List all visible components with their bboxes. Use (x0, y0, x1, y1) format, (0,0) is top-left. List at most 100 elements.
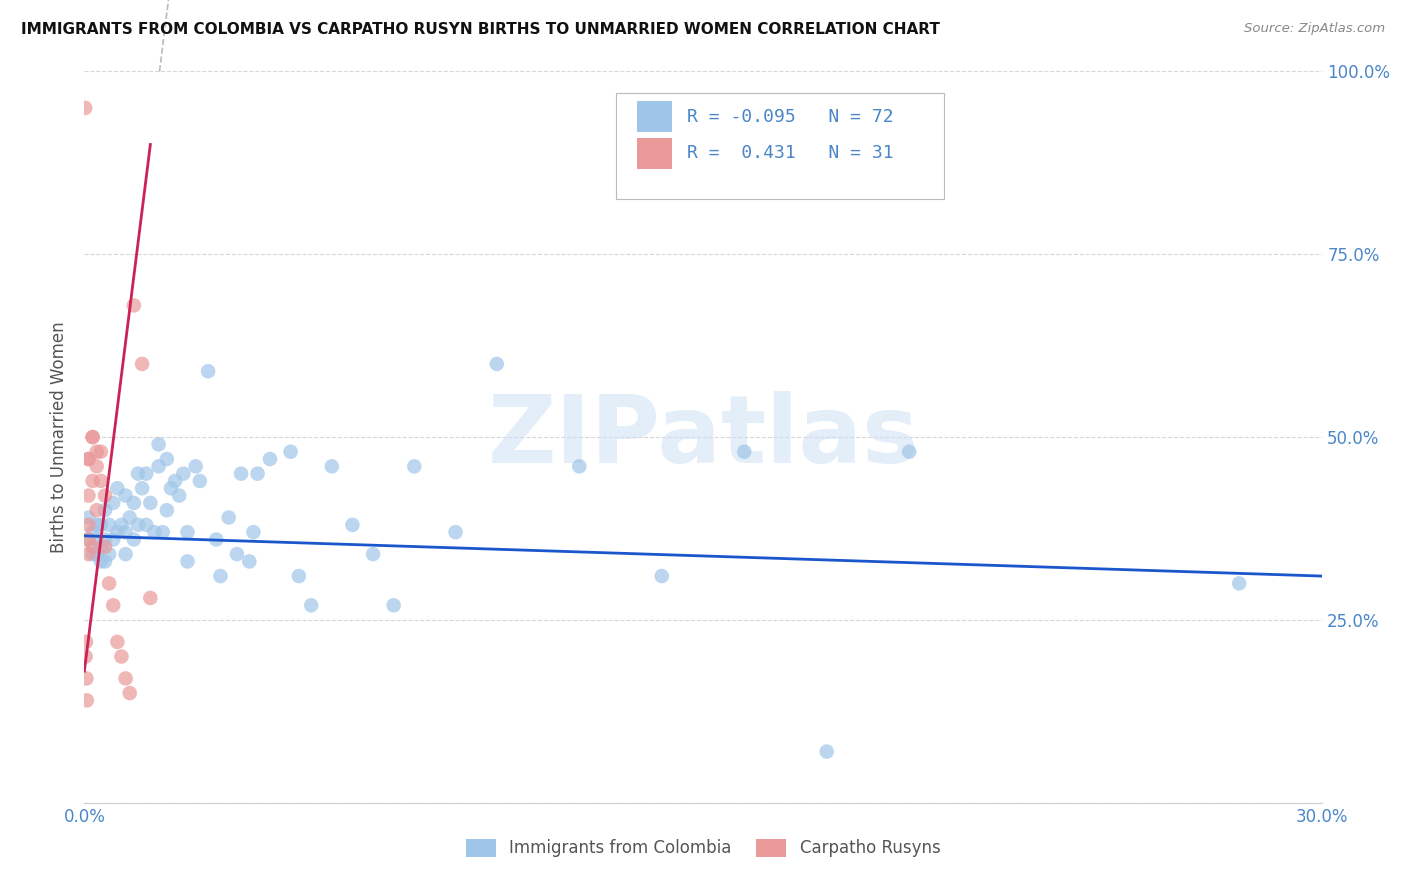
Legend: Immigrants from Colombia, Carpatho Rusyns: Immigrants from Colombia, Carpatho Rusyn… (458, 832, 948, 864)
Point (135, 467, 157, 481)
Point (404, 459, 426, 474)
Point (77, 489, 100, 503)
Point (86, 444, 108, 458)
Point (176, 525, 198, 540)
Point (82, 525, 104, 540)
Point (105, 635, 128, 649)
Point (156, 503, 179, 517)
Point (188, 474, 211, 488)
Point (218, 510, 240, 524)
Point (75, 635, 97, 649)
Point (242, 525, 264, 540)
Point (321, 459, 343, 474)
Point (86, 503, 108, 517)
Point (103, 599, 125, 613)
Point (898, 444, 921, 458)
Point (90, 554, 112, 568)
Point (135, 517, 157, 532)
Point (98, 517, 121, 532)
Point (568, 459, 591, 474)
Text: Source: ZipAtlas.com: Source: ZipAtlas.com (1244, 22, 1385, 36)
Point (118, 686, 141, 700)
Point (280, 444, 302, 458)
Point (167, 489, 190, 503)
Point (229, 467, 252, 481)
Point (114, 672, 136, 686)
Point (90, 444, 112, 458)
Text: R =  0.431   N = 31: R = 0.431 N = 31 (688, 145, 894, 162)
Point (444, 525, 467, 540)
Point (77, 533, 100, 547)
Point (209, 569, 232, 583)
Bar (637, 102, 672, 132)
Point (114, 525, 136, 540)
Point (160, 481, 183, 495)
Point (86, 517, 108, 532)
Text: ZIPatlas: ZIPatlas (488, 391, 918, 483)
Point (127, 517, 149, 532)
Point (94, 503, 117, 517)
Point (148, 459, 170, 474)
Point (299, 599, 322, 613)
Point (82, 430, 104, 444)
Point (139, 496, 162, 510)
Text: IMMIGRANTS FROM COLOMBIA VS CARPATHO RUSYN BIRTHS TO UNMARRIED WOMEN CORRELATION: IMMIGRANTS FROM COLOMBIA VS CARPATHO RUS… (21, 22, 941, 37)
Point (197, 364, 219, 378)
Point (131, 481, 153, 495)
Point (165, 474, 187, 488)
Point (77, 452, 100, 467)
Point (86, 533, 108, 547)
Point (105, 525, 128, 540)
Point (103, 496, 125, 510)
Point (86, 459, 108, 474)
Point (94, 554, 117, 568)
Point (259, 452, 281, 467)
FancyBboxPatch shape (616, 94, 945, 200)
Y-axis label: Births to Unmarried Women: Births to Unmarried Women (51, 321, 69, 553)
Point (76, 693, 98, 707)
Point (226, 547, 249, 561)
Point (82, 474, 104, 488)
Point (114, 489, 136, 503)
Point (205, 533, 228, 547)
Point (77, 452, 100, 467)
Point (176, 554, 198, 568)
Point (77, 510, 100, 524)
Point (82, 430, 104, 444)
Point (127, 467, 149, 481)
Point (94, 489, 117, 503)
Point (122, 298, 145, 312)
Point (75, 101, 97, 115)
Point (382, 599, 405, 613)
Point (94, 540, 117, 554)
Point (122, 533, 145, 547)
Point (94, 533, 117, 547)
Point (342, 517, 364, 532)
Point (98, 576, 121, 591)
Point (98, 547, 121, 561)
Point (184, 459, 207, 474)
Point (82, 540, 104, 554)
Point (246, 467, 269, 481)
Point (77, 547, 100, 561)
Point (114, 547, 136, 561)
Point (90, 474, 112, 488)
Point (82, 547, 104, 561)
Point (75, 672, 97, 686)
Point (172, 467, 194, 481)
Point (139, 591, 162, 605)
Point (361, 547, 384, 561)
Point (288, 569, 311, 583)
Point (156, 452, 179, 467)
Point (77, 533, 100, 547)
Point (77, 517, 100, 532)
Point (118, 510, 141, 524)
Point (90, 540, 112, 554)
Point (90, 517, 112, 532)
Bar (637, 138, 672, 169)
Point (122, 496, 145, 510)
Point (110, 649, 132, 664)
Point (152, 525, 174, 540)
Text: R = -0.095   N = 72: R = -0.095 N = 72 (688, 108, 894, 126)
Point (75, 649, 97, 664)
